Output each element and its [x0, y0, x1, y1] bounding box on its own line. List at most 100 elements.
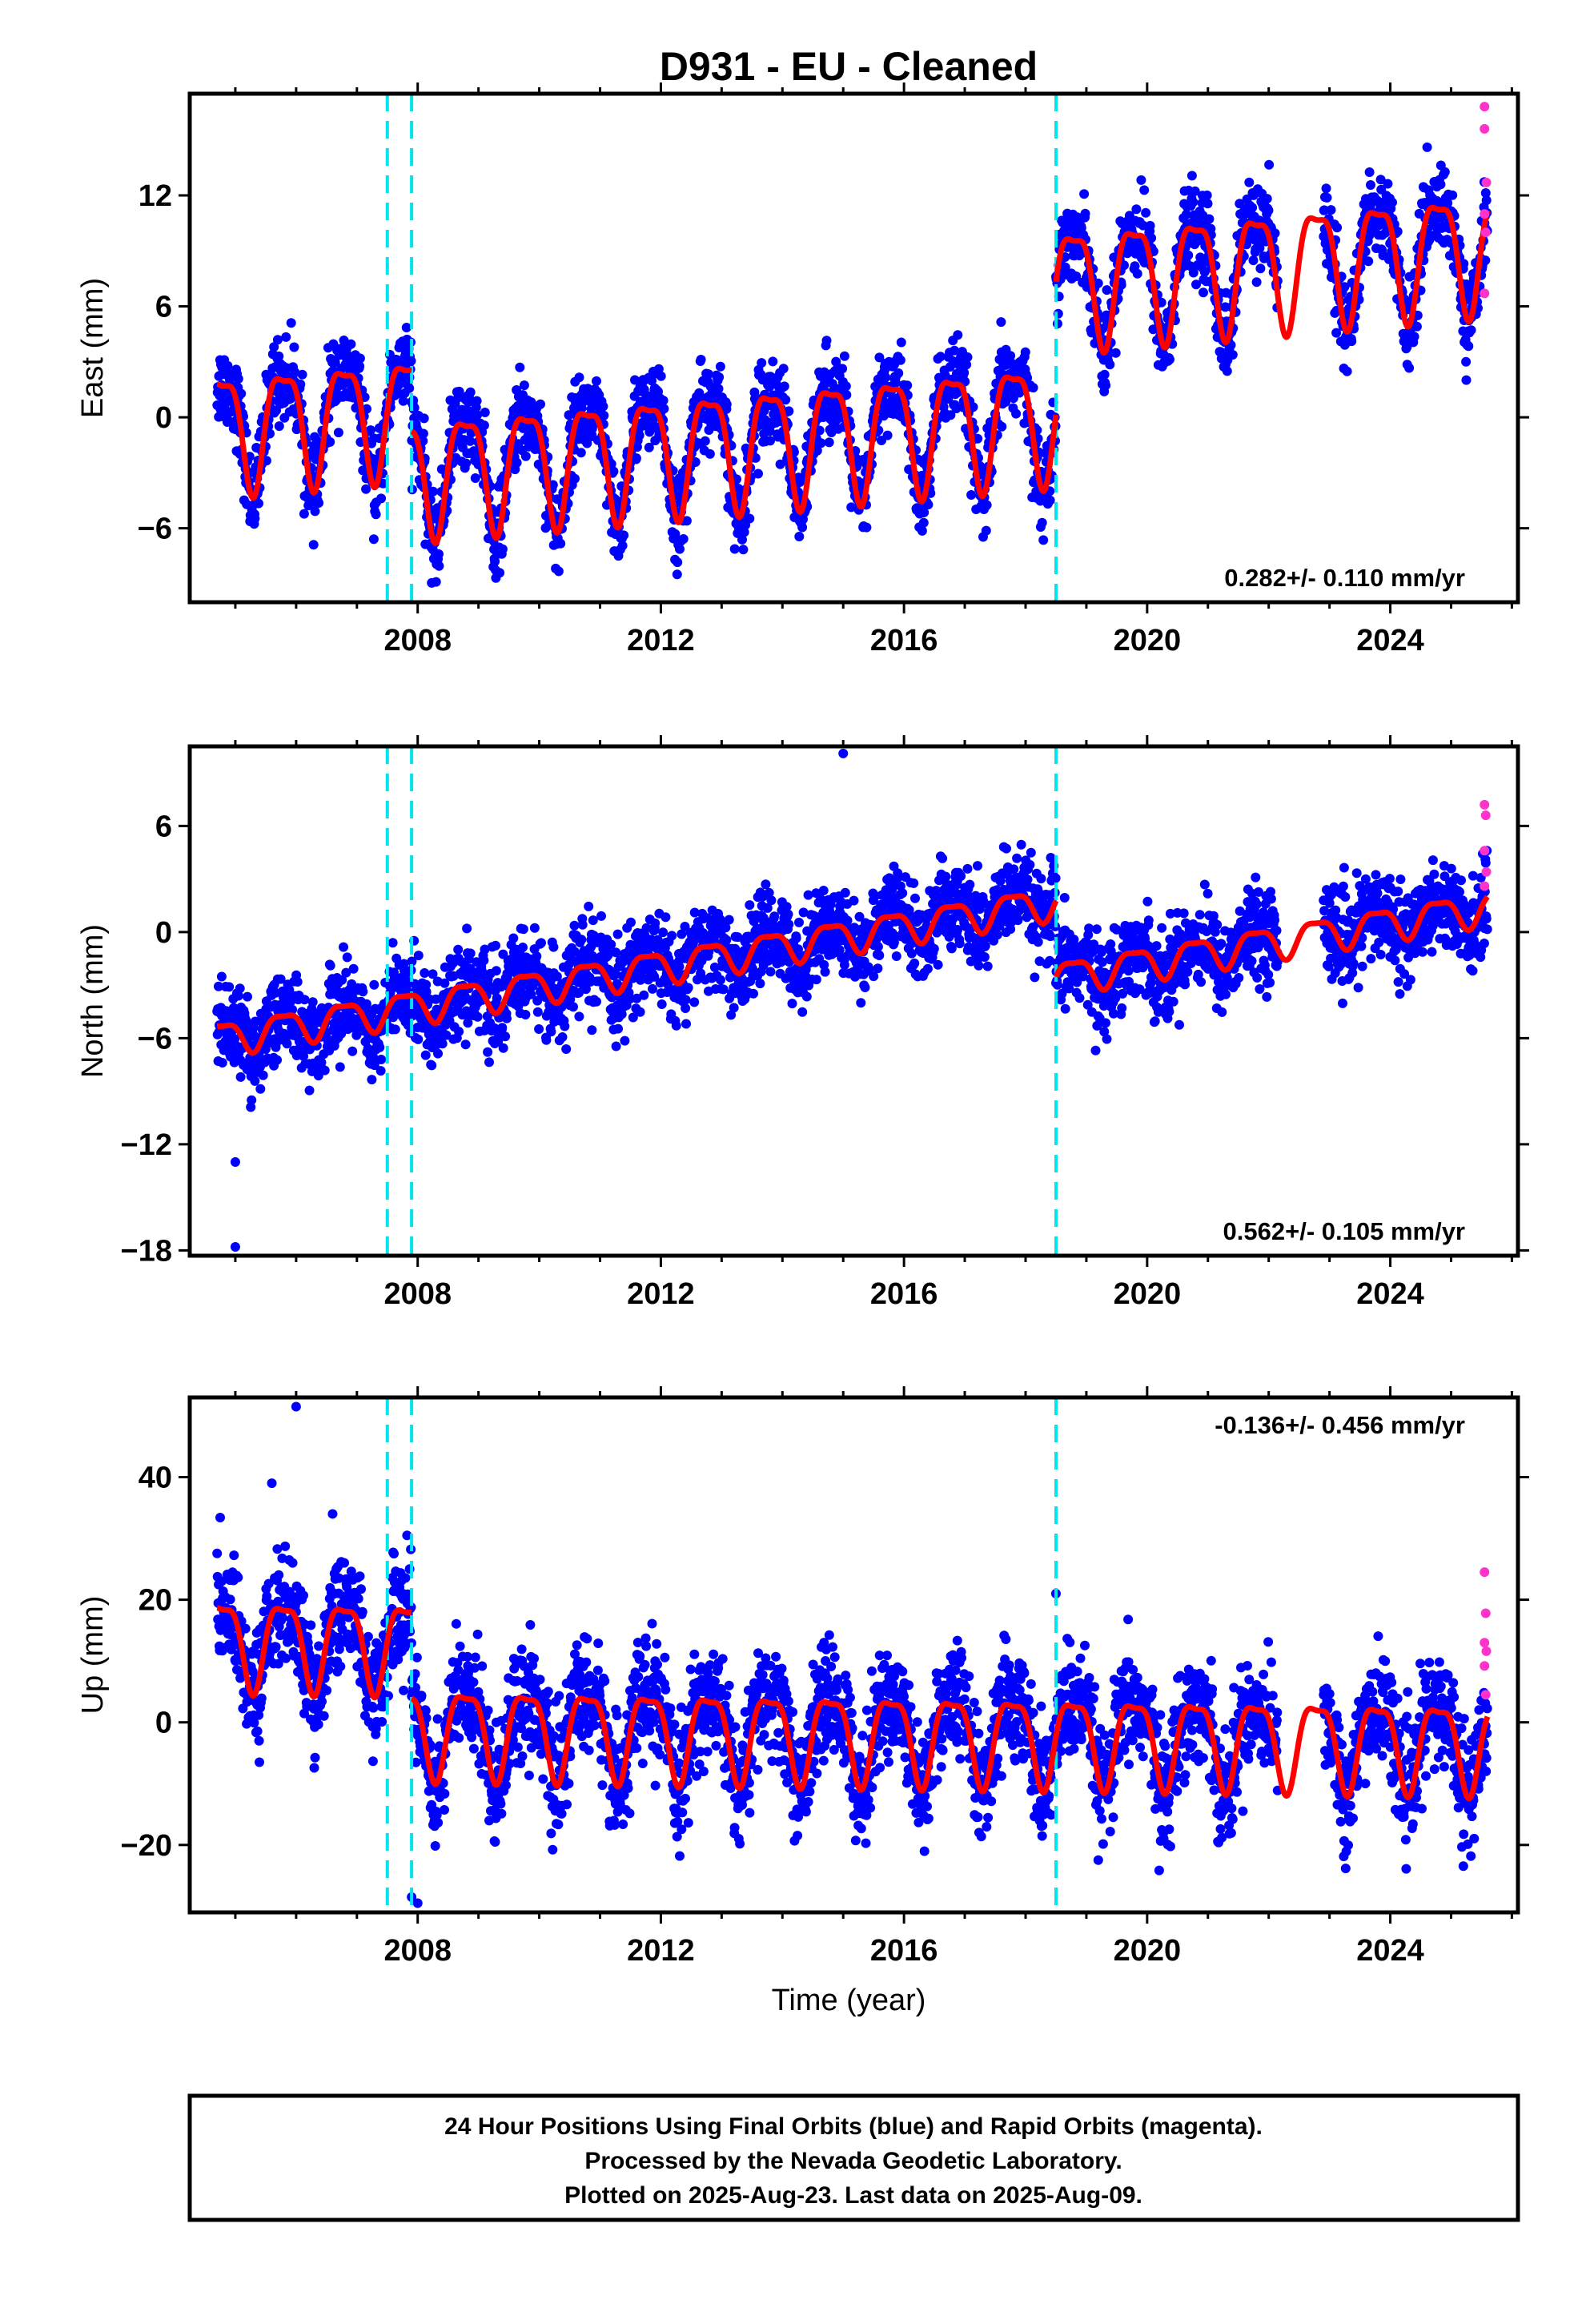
- north-point: [541, 1035, 552, 1045]
- east-point: [1262, 194, 1272, 204]
- east-point: [943, 394, 954, 404]
- east-point: [1387, 197, 1397, 207]
- north-point: [319, 1065, 330, 1076]
- north-point: [667, 931, 677, 941]
- north-point: [532, 1007, 543, 1017]
- east-point: [1459, 259, 1469, 269]
- east-point: [564, 410, 574, 420]
- east-point: [968, 402, 978, 412]
- east-point: [295, 379, 306, 389]
- north-point: [465, 948, 476, 959]
- north-point: [339, 942, 348, 952]
- north-point: [716, 975, 725, 985]
- east-point: [778, 364, 789, 374]
- east-point: [959, 368, 970, 378]
- north-point: [375, 1066, 386, 1076]
- east-point: [982, 500, 992, 510]
- north-point: [243, 991, 252, 1002]
- east-point: [765, 436, 775, 446]
- east-x-tick-label: 2012: [627, 624, 695, 657]
- north-point: [588, 915, 598, 926]
- east-point: [917, 525, 927, 536]
- east-point: [893, 368, 904, 378]
- east-point: [1244, 177, 1255, 187]
- north-point: [520, 1010, 531, 1019]
- east-point: [1461, 356, 1472, 367]
- east-point: [631, 453, 641, 464]
- east-point: [1364, 167, 1375, 177]
- east-point: [1183, 250, 1194, 260]
- east-point: [325, 436, 335, 447]
- north-point: [820, 967, 830, 977]
- east-point: [841, 390, 852, 400]
- north-point: [681, 995, 691, 1005]
- east-point: [1102, 285, 1112, 296]
- east-point: [1132, 268, 1142, 279]
- east-point: [361, 484, 371, 494]
- east-point: [536, 399, 545, 409]
- north-point: [342, 952, 352, 963]
- north-point: [626, 917, 636, 927]
- north-point: [235, 983, 245, 994]
- north-point: [729, 1003, 739, 1013]
- east-point: [1322, 192, 1332, 203]
- east-point: [896, 337, 906, 348]
- east-point: [1464, 341, 1474, 352]
- north-point: [718, 984, 729, 995]
- east-plot-area: [212, 94, 1492, 602]
- east-point: [696, 355, 706, 364]
- north-point: [755, 979, 765, 989]
- east-point: [1222, 366, 1232, 376]
- east-point: [290, 367, 300, 377]
- east-rapid-orbit-point: [1480, 209, 1490, 219]
- east-point: [434, 549, 444, 559]
- east-point: [428, 486, 438, 497]
- north-point: [561, 1044, 572, 1054]
- east-point: [935, 352, 946, 362]
- north-point: [483, 1047, 493, 1057]
- east-rate-label: 0.282+/- 0.110 mm/yr: [1224, 564, 1465, 592]
- east-point: [721, 400, 732, 410]
- east-point: [874, 352, 885, 363]
- east-point: [1060, 262, 1070, 272]
- east-point: [404, 383, 415, 393]
- north-point: [577, 919, 588, 930]
- east-point: [472, 410, 483, 420]
- east-point: [553, 566, 564, 577]
- north-point: [661, 912, 671, 923]
- east-point: [617, 541, 628, 551]
- east-point: [745, 513, 755, 524]
- east-point: [393, 388, 404, 399]
- east-point: [1319, 205, 1330, 215]
- north-point: [548, 942, 559, 952]
- north-point: [689, 997, 700, 1007]
- east-point: [705, 448, 715, 459]
- east-point: [1071, 271, 1082, 281]
- east-point: [250, 513, 260, 524]
- north-point: [791, 933, 801, 943]
- north-point: [574, 1011, 584, 1022]
- north-point: [497, 1023, 508, 1033]
- east-point: [1110, 348, 1121, 358]
- east-point: [781, 395, 791, 405]
- east-point: [519, 380, 529, 391]
- east-point: [812, 445, 822, 456]
- east-point: [419, 413, 429, 424]
- north-point: [783, 909, 793, 919]
- north-point: [576, 935, 587, 945]
- east-point: [713, 384, 724, 394]
- east-rapid-orbit-point: [1480, 102, 1490, 112]
- north-point: [498, 1043, 508, 1053]
- east-point: [297, 369, 307, 380]
- north-point: [292, 977, 303, 987]
- north-point: [797, 1007, 808, 1017]
- north-point: [272, 1055, 282, 1065]
- east-point: [556, 538, 566, 549]
- east-point: [881, 372, 891, 383]
- north-point: [508, 933, 519, 943]
- east-point: [1366, 180, 1375, 190]
- east-point: [1203, 199, 1213, 209]
- east-point: [1255, 263, 1266, 274]
- east-point: [378, 478, 388, 489]
- north-point: [769, 911, 780, 922]
